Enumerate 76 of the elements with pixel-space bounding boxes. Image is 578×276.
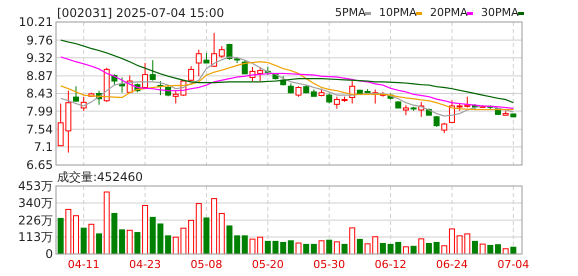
bar [134, 232, 140, 254]
bar [296, 242, 302, 254]
bar [196, 203, 202, 254]
legend-label: 30PMA [481, 6, 520, 19]
bar [211, 198, 218, 254]
bar [58, 218, 64, 254]
chart-title: [002031] 2025-07-04 15:00 [57, 6, 224, 20]
bar [150, 216, 156, 254]
candlestick [73, 86, 80, 102]
x-tick-label: 05-30 [313, 258, 346, 271]
bar [502, 248, 509, 254]
legend-label: 20PMA [430, 6, 468, 19]
candlestick [172, 90, 179, 104]
y-tick-label: 9.32 [26, 50, 53, 65]
x-tick-label: 06-12 [374, 258, 407, 271]
bar [303, 244, 310, 254]
y-tick-label: 10.21 [18, 15, 53, 30]
y-tick-label: 0 [45, 247, 53, 262]
line-series [60, 39, 514, 104]
bar [318, 240, 325, 254]
bar [464, 233, 470, 254]
candlestick [242, 60, 248, 75]
y-tick-label: 6.65 [26, 158, 53, 172]
bar [126, 230, 133, 254]
x-tick-label: 07-04 [497, 258, 530, 271]
candlestick [203, 52, 210, 64]
bar [96, 233, 102, 254]
bar [104, 192, 110, 254]
candlestick [434, 115, 440, 128]
candlestick [218, 46, 225, 58]
candlestick [211, 32, 218, 68]
legend-label: 10PMA [379, 6, 418, 19]
candlestick [326, 93, 332, 104]
y-tick-label: 340万 [18, 196, 53, 210]
candlestick [296, 86, 302, 98]
y-tick-label: 113万 [18, 230, 53, 244]
x-tick-label: 05-08 [190, 258, 222, 271]
bar [203, 217, 210, 254]
bar [356, 238, 363, 254]
bar [242, 235, 248, 254]
x-tick-label: 04-11 [68, 258, 100, 271]
y-tick-label: 226万 [18, 213, 53, 228]
candlestick [288, 82, 294, 94]
y-tick-label: 7.1 [34, 140, 53, 154]
bar [480, 244, 486, 254]
bar [342, 244, 348, 254]
bar [288, 240, 294, 254]
bar [472, 240, 478, 254]
y-tick-label: 8.43 [26, 86, 53, 101]
candlestick [464, 96, 470, 108]
x-tick-label: 04-23 [129, 258, 162, 271]
bar [334, 241, 340, 254]
bar [80, 228, 87, 254]
bar [349, 227, 356, 254]
candlestick [150, 60, 156, 82]
chart-title: 成交量:452460 [57, 170, 143, 184]
y-tick-label: 7.99 [26, 104, 53, 118]
candlestick [441, 122, 448, 134]
y-tick-label: 453万 [18, 179, 53, 194]
bar [326, 240, 332, 254]
candlestick [196, 49, 202, 77]
bar [218, 212, 225, 254]
y-tick-label: 8.87 [26, 69, 53, 84]
candlestick [402, 104, 409, 116]
y-tick-label: 9.76 [26, 33, 53, 48]
candlestick [58, 103, 64, 146]
candlestick [119, 76, 126, 94]
y-tick-label: 7.54 [26, 122, 53, 136]
x-tick-label: 05-20 [252, 258, 284, 271]
bar [142, 205, 148, 254]
candlestick [188, 66, 194, 82]
bar [510, 246, 516, 254]
legend-label: 5PMA [335, 6, 366, 19]
x-tick-label: 06-24 [436, 258, 468, 271]
bar [88, 224, 94, 254]
bar [310, 244, 317, 254]
